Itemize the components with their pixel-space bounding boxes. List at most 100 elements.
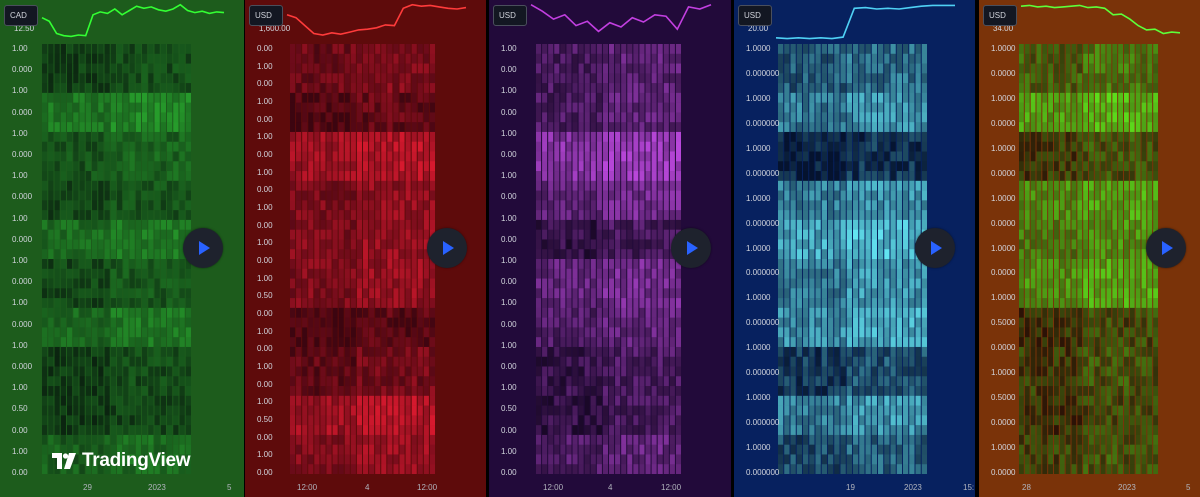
heatmap-cell [915, 366, 921, 377]
heatmap-cell [859, 288, 865, 299]
heatmap-cell [675, 63, 681, 74]
heatmap-cell [1153, 288, 1158, 299]
heatmap-cell [572, 376, 578, 387]
play-button[interactable] [183, 228, 223, 268]
heatmap-cell [85, 151, 91, 162]
heatmap-cell [554, 464, 560, 474]
heatmap-cell [308, 53, 314, 64]
heatmap-cell [290, 356, 296, 367]
heatmap-cell [834, 376, 840, 387]
heatmap-cell [350, 405, 356, 416]
heatmap-cell [1059, 190, 1065, 201]
heatmap-cell [332, 425, 338, 436]
heatmap-cell [399, 219, 405, 230]
heatmap-cell [609, 307, 615, 318]
heatmap-cell [148, 376, 154, 387]
currency-badge[interactable]: USD [983, 5, 1017, 26]
heatmap-cell [821, 307, 827, 318]
heatmap-cell [117, 190, 123, 201]
heatmap-cell [290, 405, 296, 416]
heatmap-cell [651, 171, 657, 182]
heatmap-cell [859, 112, 865, 123]
heatmap-cell [921, 464, 927, 474]
heatmap-cell [42, 190, 48, 201]
heatmap-cell [387, 44, 393, 55]
heatmap-cell [834, 92, 840, 103]
heatmap-cell [821, 44, 827, 55]
heatmap-cell [846, 161, 852, 172]
heatmap-cell [609, 405, 615, 416]
heatmap-cell [609, 346, 615, 358]
heatmap-cell [566, 249, 572, 260]
heatmap-cell [1129, 63, 1135, 74]
heatmap-cell [411, 268, 417, 279]
heatmap-cell [110, 210, 116, 221]
heatmap-cell [615, 44, 621, 55]
heatmap-cell [548, 219, 554, 230]
heatmap-cell [840, 239, 846, 250]
heatmap-cell [160, 171, 166, 182]
heatmap-cell [896, 219, 902, 230]
heatmap-cell [909, 278, 915, 289]
heatmap-cell [566, 229, 572, 240]
heatmap-cell [633, 200, 639, 211]
heatmap-cell [803, 141, 809, 152]
currency-badge[interactable]: USD [738, 5, 772, 26]
heatmap-cell [320, 415, 326, 426]
heatmap-cell [48, 307, 54, 318]
heatmap-cell [627, 464, 633, 474]
heatmap-cell [411, 386, 417, 397]
heatmap-cell [536, 219, 542, 230]
heatmap-cell [578, 102, 584, 113]
heatmap-cell [296, 73, 302, 84]
play-button[interactable] [427, 228, 467, 268]
heatmap-cell [1141, 239, 1147, 250]
heatmap-cell [578, 249, 584, 260]
heatmap-cell [98, 366, 104, 377]
heatmap-cell [60, 395, 66, 406]
heatmap-cell [1135, 210, 1141, 221]
heatmap-cell [846, 298, 852, 309]
play-button[interactable] [915, 228, 955, 268]
heatmap-cell [1019, 73, 1024, 84]
currency-badge[interactable]: USD [493, 5, 527, 26]
heatmap-cell [896, 425, 902, 436]
heatmap-cell [350, 190, 356, 201]
heatmap-cell [602, 190, 608, 201]
heatmap-cell [123, 141, 129, 152]
heatmap-cell [185, 298, 191, 309]
heatmap-cell [1124, 151, 1129, 162]
heatmap-cell [135, 73, 141, 84]
heatmap-cell [859, 415, 865, 426]
heatmap-cell [98, 376, 104, 387]
heatmap-cell [314, 366, 320, 377]
heatmap-cell [859, 190, 865, 201]
heatmap-cell [129, 53, 135, 64]
heatmap-cell [154, 229, 160, 240]
heatmap-cell [572, 288, 578, 299]
heatmap-cell [1100, 102, 1106, 113]
heatmap-cell [828, 171, 834, 182]
tradingview-logo[interactable]: TradingView [52, 450, 191, 472]
heatmap-cell [326, 171, 332, 182]
play-button[interactable] [671, 228, 711, 268]
heatmap-cell [639, 200, 645, 211]
heatmap-cell [803, 464, 809, 474]
heatmap-cell [790, 356, 796, 367]
heatmap-cell [429, 405, 435, 416]
heatmap-cell [554, 425, 560, 436]
heatmap-cell [1036, 73, 1042, 84]
scale-label: 1.00 [257, 97, 273, 106]
currency-badge[interactable]: CAD [4, 5, 38, 26]
currency-badge[interactable]: USD [249, 5, 283, 26]
heatmap-cell [290, 190, 296, 201]
heatmap-cell [387, 63, 393, 74]
heatmap-cell [160, 268, 166, 279]
heatmap-cell [308, 122, 314, 133]
heatmap-cell [633, 73, 639, 84]
heatmap-cell [645, 102, 651, 113]
heatmap-cell [387, 171, 393, 182]
heatmap-cell [878, 268, 884, 279]
heatmap-cell [98, 337, 104, 348]
heatmap-cell [921, 425, 927, 436]
